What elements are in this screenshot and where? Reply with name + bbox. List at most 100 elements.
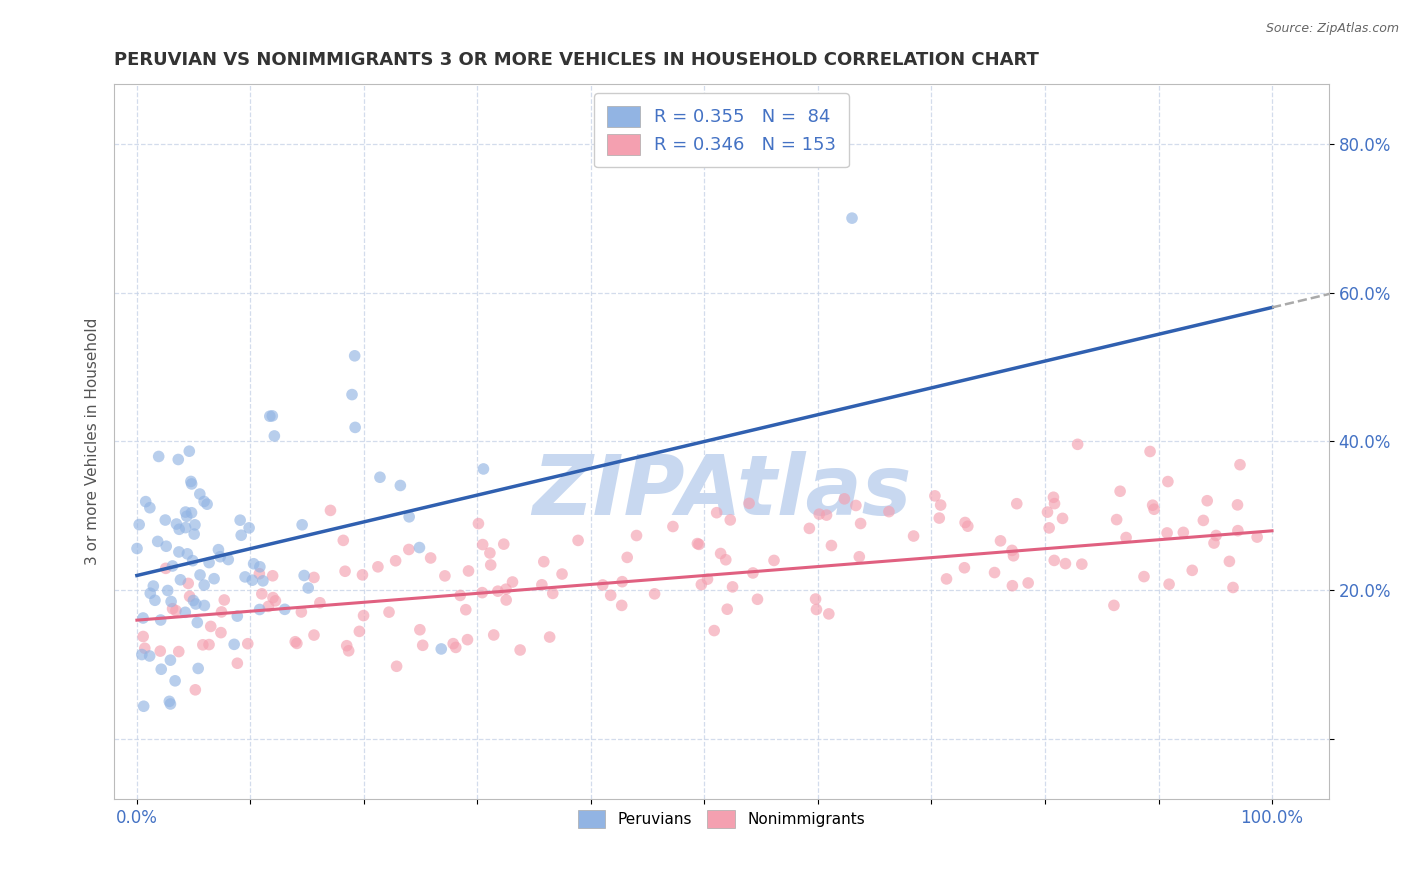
Point xyxy=(179,590,201,604)
Point xyxy=(1205,528,1227,542)
Point xyxy=(471,538,494,552)
Point xyxy=(259,409,281,424)
Point xyxy=(343,349,366,363)
Point xyxy=(696,572,718,586)
Point xyxy=(1105,513,1128,527)
Point xyxy=(159,653,181,667)
Point xyxy=(135,494,157,508)
Point xyxy=(610,599,633,613)
Point xyxy=(1133,569,1156,583)
Point xyxy=(495,582,517,597)
Point xyxy=(817,607,839,621)
Point xyxy=(159,697,181,711)
Point xyxy=(177,576,200,591)
Point xyxy=(456,632,478,647)
Point xyxy=(1218,554,1240,568)
Point xyxy=(1192,513,1215,527)
Point xyxy=(262,568,284,582)
Point xyxy=(274,602,297,616)
Point xyxy=(284,634,307,648)
Point xyxy=(457,564,479,578)
Point xyxy=(845,499,868,513)
Point xyxy=(541,586,564,600)
Point xyxy=(1002,549,1025,563)
Point xyxy=(207,542,229,557)
Point xyxy=(336,639,359,653)
Point xyxy=(398,542,420,557)
Point xyxy=(238,521,260,535)
Point xyxy=(193,494,215,508)
Point xyxy=(340,387,363,401)
Point xyxy=(149,644,172,658)
Point xyxy=(214,593,236,607)
Point xyxy=(738,496,761,510)
Point xyxy=(187,661,209,675)
Point xyxy=(1157,475,1180,489)
Point xyxy=(430,642,453,657)
Point xyxy=(131,648,153,662)
Point xyxy=(742,566,765,580)
Point xyxy=(1226,498,1249,512)
Point xyxy=(184,517,207,532)
Point xyxy=(1143,502,1166,516)
Point xyxy=(1043,497,1066,511)
Point xyxy=(848,549,870,564)
Point xyxy=(139,500,162,515)
Point xyxy=(924,489,946,503)
Point xyxy=(337,644,360,658)
Point xyxy=(165,603,187,617)
Point xyxy=(849,516,872,531)
Point xyxy=(128,517,150,532)
Point xyxy=(567,533,589,548)
Point xyxy=(454,603,477,617)
Point xyxy=(841,211,863,226)
Point xyxy=(1197,493,1219,508)
Point xyxy=(148,450,170,464)
Point xyxy=(132,611,155,625)
Point xyxy=(1005,497,1028,511)
Point xyxy=(249,602,271,616)
Point xyxy=(409,623,432,637)
Point xyxy=(138,648,160,663)
Point xyxy=(143,593,166,607)
Point xyxy=(229,513,252,527)
Point xyxy=(149,613,172,627)
Point xyxy=(291,517,314,532)
Point xyxy=(412,638,434,652)
Point xyxy=(367,559,389,574)
Point xyxy=(1181,563,1204,577)
Point xyxy=(1070,557,1092,571)
Text: ZIPAtlas: ZIPAtlas xyxy=(531,451,911,532)
Point xyxy=(183,593,205,607)
Point xyxy=(180,475,202,489)
Point xyxy=(181,554,204,568)
Point xyxy=(509,643,531,657)
Point xyxy=(806,602,828,616)
Point xyxy=(231,528,253,542)
Point xyxy=(262,409,284,423)
Point xyxy=(929,498,952,512)
Text: Source: ZipAtlas.com: Source: ZipAtlas.com xyxy=(1265,22,1399,36)
Point xyxy=(184,682,207,697)
Point xyxy=(1042,490,1064,504)
Point xyxy=(538,630,561,644)
Point xyxy=(233,570,256,584)
Point xyxy=(155,513,177,527)
Point xyxy=(198,556,221,570)
Point xyxy=(332,533,354,548)
Point xyxy=(1115,531,1137,545)
Point xyxy=(167,545,190,559)
Point xyxy=(353,608,375,623)
Point xyxy=(714,553,737,567)
Point xyxy=(226,657,249,671)
Point xyxy=(433,569,456,583)
Point xyxy=(252,574,274,588)
Point xyxy=(444,640,467,655)
Point xyxy=(180,506,202,520)
Point xyxy=(551,567,574,582)
Point xyxy=(257,599,280,614)
Y-axis label: 3 or more Vehicles in Household: 3 or more Vehicles in Household xyxy=(86,318,100,566)
Point xyxy=(249,559,271,574)
Point xyxy=(224,637,246,651)
Point xyxy=(834,491,856,506)
